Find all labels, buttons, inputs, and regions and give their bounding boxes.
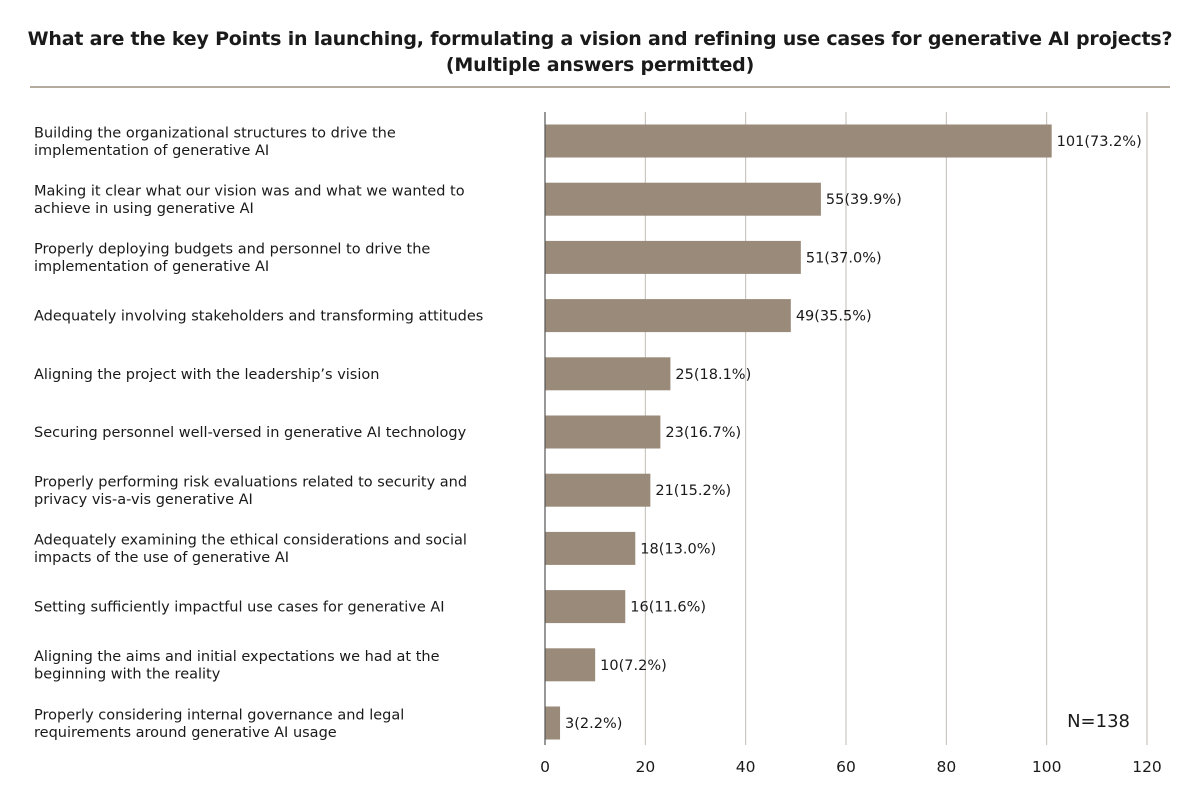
title-divider bbox=[30, 86, 1170, 88]
x-tick-label: 120 bbox=[1132, 758, 1162, 776]
category-label-line: Securing personnel well-versed in genera… bbox=[34, 425, 467, 441]
bar-4 bbox=[545, 357, 671, 391]
value-label: 16(11.6%) bbox=[630, 600, 706, 616]
bar-9 bbox=[545, 648, 596, 682]
category-label: Adequately involving stakeholders and tr… bbox=[34, 309, 483, 325]
x-tick-label: 20 bbox=[635, 758, 655, 776]
category-labels: Building the organizational structures t… bbox=[34, 125, 483, 741]
category-label-line: requirements around generative AI usage bbox=[34, 725, 337, 741]
category-label: Setting sufficiently impactful use cases… bbox=[34, 600, 445, 616]
bar-7 bbox=[545, 531, 636, 565]
category-label-line: privacy vis-a-vis generative AI bbox=[34, 492, 253, 508]
category-label-line: Making it clear what our vision was and … bbox=[34, 183, 465, 199]
value-label: 10(7.2%) bbox=[600, 658, 667, 674]
x-tick-label: 0 bbox=[540, 758, 550, 776]
x-tick-label: 100 bbox=[1032, 758, 1062, 776]
category-label-line: Properly deploying budgets and personnel… bbox=[34, 242, 430, 258]
category-label: Properly considering internal governance… bbox=[34, 707, 404, 741]
value-label: 3(2.2%) bbox=[565, 716, 622, 732]
category-label: Properly performing risk evaluations rel… bbox=[34, 474, 467, 508]
value-label: 25(18.1%) bbox=[675, 367, 751, 383]
category-label-line: Properly performing risk evaluations rel… bbox=[34, 474, 467, 490]
category-label-line: Building the organizational structures t… bbox=[34, 125, 396, 141]
category-label-line: implementation of generative AI bbox=[34, 143, 269, 159]
bar-0 bbox=[545, 124, 1052, 158]
bar-2 bbox=[545, 240, 801, 274]
x-tick-label: 60 bbox=[836, 758, 856, 776]
x-tick-labels: 0 20 40 60 80 100 120 bbox=[540, 758, 1162, 776]
value-label: 55(39.9%) bbox=[826, 192, 902, 208]
bars bbox=[545, 124, 1052, 740]
bar-6 bbox=[545, 473, 651, 507]
x-tick-label: 80 bbox=[936, 758, 956, 776]
category-label-line: beginning with the reality bbox=[34, 667, 221, 683]
category-label: Aligning the aims and initial expectatio… bbox=[34, 649, 440, 683]
chart-title-line-1: What are the key Points in launching, fo… bbox=[27, 28, 1173, 50]
chart-title-line-2: (Multiple answers permitted) bbox=[445, 54, 755, 76]
bar-3 bbox=[545, 299, 791, 333]
bar-10 bbox=[545, 706, 561, 740]
category-label: Aligning the project with the leadership… bbox=[34, 367, 379, 383]
value-label: 21(15.2%) bbox=[655, 483, 731, 499]
value-label: 49(35.5%) bbox=[796, 309, 872, 325]
category-label-line: achieve in using generative AI bbox=[34, 201, 254, 217]
value-label: 23(16.7%) bbox=[665, 425, 741, 441]
category-label-line: Setting sufficiently impactful use cases… bbox=[34, 600, 445, 616]
value-labels: 101(73.2%) 55(39.9%) 51(37.0%) 49(35.5%) 25(… bbox=[565, 134, 1142, 732]
category-label-line: Aligning the project with the leadership… bbox=[34, 367, 379, 383]
category-label-line: Adequately examining the ethical conside… bbox=[34, 533, 467, 549]
bar-8 bbox=[545, 590, 626, 624]
sample-size-label: N=138 bbox=[1067, 711, 1130, 732]
category-label: Securing personnel well-versed in genera… bbox=[34, 425, 467, 441]
bar-1 bbox=[545, 182, 821, 216]
x-tick-label: 40 bbox=[736, 758, 756, 776]
category-label: Adequately examining the ethical conside… bbox=[34, 533, 467, 567]
value-label: 51(37.0%) bbox=[806, 250, 882, 266]
category-label-line: implementation of generative AI bbox=[34, 259, 269, 275]
value-label: 18(13.0%) bbox=[640, 541, 716, 557]
bar-5 bbox=[545, 415, 661, 449]
category-label-line: Aligning the aims and initial expectatio… bbox=[34, 649, 440, 665]
category-label-line: Adequately involving stakeholders and tr… bbox=[34, 309, 483, 325]
category-label-line: impacts of the use of generative AI bbox=[34, 550, 289, 566]
category-label-line: Properly considering internal governance… bbox=[34, 707, 404, 723]
category-label: Properly deploying budgets and personnel… bbox=[34, 242, 430, 276]
chart-title: What are the key Points in launching, fo… bbox=[0, 0, 1200, 88]
category-label: Building the organizational structures t… bbox=[34, 125, 396, 159]
value-label: 101(73.2%) bbox=[1057, 134, 1142, 150]
category-label: Making it clear what our vision was and … bbox=[34, 183, 465, 217]
